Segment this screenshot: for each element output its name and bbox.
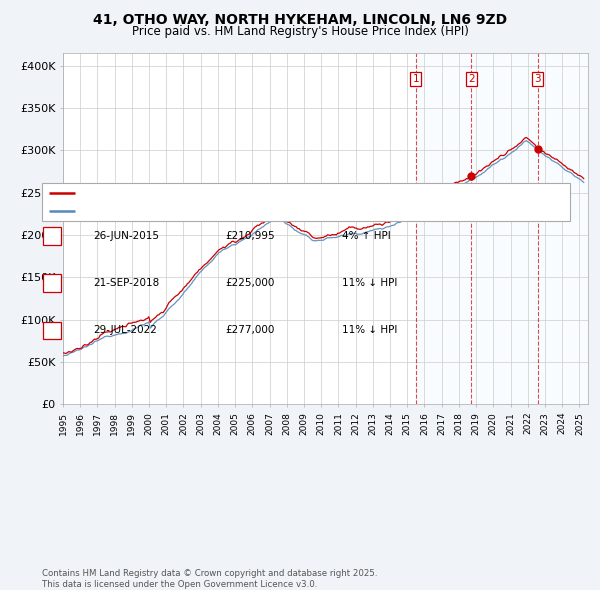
Text: 3: 3 xyxy=(49,326,56,335)
Text: 11% ↓ HPI: 11% ↓ HPI xyxy=(342,326,397,335)
Text: Price paid vs. HM Land Registry's House Price Index (HPI): Price paid vs. HM Land Registry's House … xyxy=(131,25,469,38)
Text: 1: 1 xyxy=(49,231,56,241)
Text: 3: 3 xyxy=(534,74,541,84)
Text: 29-JUL-2022: 29-JUL-2022 xyxy=(93,326,157,335)
Text: £277,000: £277,000 xyxy=(225,326,274,335)
Text: 11% ↓ HPI: 11% ↓ HPI xyxy=(342,278,397,288)
Text: 26-JUN-2015: 26-JUN-2015 xyxy=(93,231,159,241)
Text: £210,995: £210,995 xyxy=(225,231,275,241)
Text: 41, OTHO WAY, NORTH HYKEHAM, LINCOLN, LN6 9ZD (detached house): 41, OTHO WAY, NORTH HYKEHAM, LINCOLN, LN… xyxy=(81,188,437,198)
Text: 2: 2 xyxy=(49,278,56,288)
Bar xyxy=(416,53,588,404)
Text: 2: 2 xyxy=(468,74,475,84)
Text: 21-SEP-2018: 21-SEP-2018 xyxy=(93,278,159,288)
Text: 1: 1 xyxy=(412,74,419,84)
Text: 41, OTHO WAY, NORTH HYKEHAM, LINCOLN, LN6 9ZD: 41, OTHO WAY, NORTH HYKEHAM, LINCOLN, LN… xyxy=(93,13,507,27)
Text: £225,000: £225,000 xyxy=(225,278,274,288)
Text: HPI: Average price, detached house, North Kesteven: HPI: Average price, detached house, Nort… xyxy=(81,206,342,216)
Text: Contains HM Land Registry data © Crown copyright and database right 2025.
This d: Contains HM Land Registry data © Crown c… xyxy=(42,569,377,589)
Text: 4% ↑ HPI: 4% ↑ HPI xyxy=(342,231,391,241)
